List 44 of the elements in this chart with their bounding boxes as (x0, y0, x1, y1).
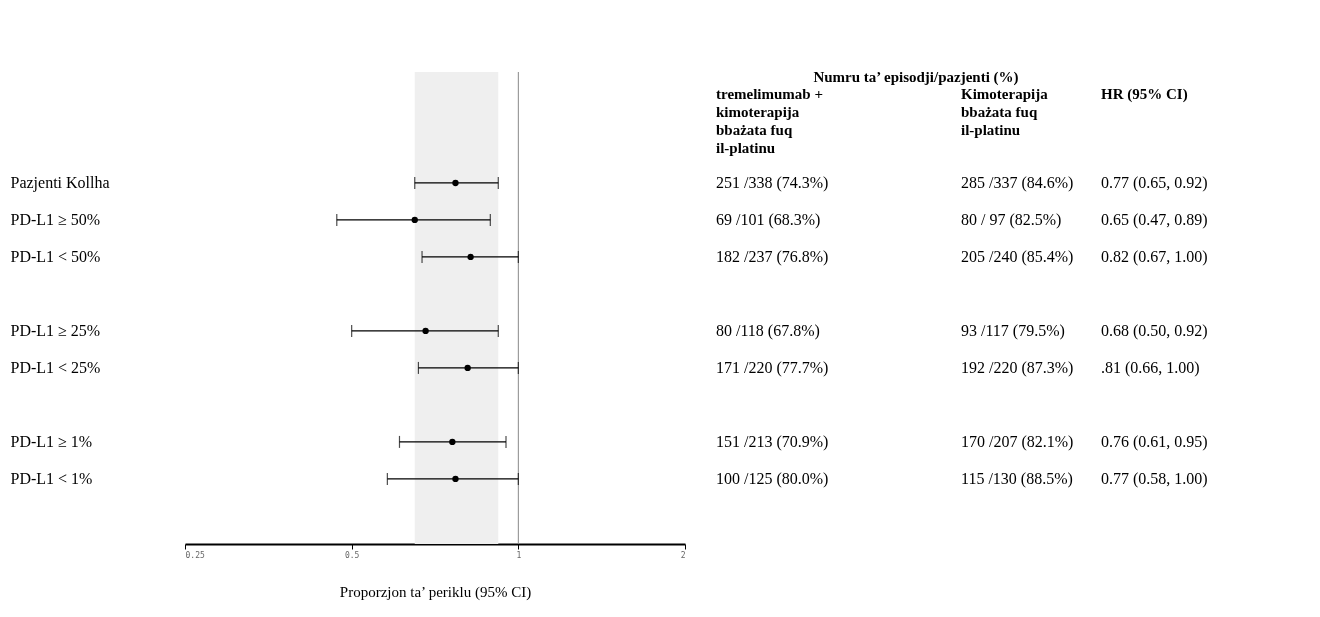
x-axis-title: Proporzjon ta’ periklu (95% CI) (339, 583, 532, 601)
text: 0.77 (0.65, 0.92) (1101, 173, 1208, 192)
text: 0.68 (0.50, 0.92) (1101, 321, 1208, 340)
text: .81 (0.66, 1.00) (1101, 358, 1200, 377)
point (411, 216, 418, 224)
y-tick-label: PD-L1 < 1% (10, 470, 93, 488)
text: 182 /237 (76.8%) (716, 247, 829, 266)
text: Kimoterapija bbażata fuq il-platinu (961, 85, 1049, 138)
text: 205 /240 (85.4%) (961, 247, 1074, 266)
x-tick-label: 1 (516, 550, 522, 560)
y-tick-label: PD-L1 ≥ 50% (10, 211, 101, 229)
text: tremelimumab + kimoterapija bbażata fuq il-platinu (716, 85, 823, 156)
x-tick-label: 0.25 (185, 550, 205, 560)
text: 170 /207 (82.1%) (961, 432, 1074, 451)
text: HR (95% CI) (1101, 85, 1188, 103)
y-tick-label: PD-L1 ≥ 1% (10, 433, 93, 451)
point (422, 327, 429, 335)
x-tick-label: 2 (680, 550, 686, 560)
text: 0.82 (0.67, 1.00) (1101, 247, 1208, 266)
point (452, 179, 459, 187)
text: 115 /130 (88.5%) (961, 469, 1073, 488)
text: 100 /125 (80.0%) (716, 469, 829, 488)
text: 0.76 (0.61, 0.95) (1101, 432, 1208, 451)
text: 69 /101 (68.3%) (716, 210, 821, 229)
point (452, 475, 459, 483)
text: 80 /118 (67.8%) (716, 321, 820, 340)
point (467, 253, 474, 261)
text: 0.77 (0.58, 1.00) (1101, 469, 1208, 488)
y-tick-label: PD-L1 ≥ 25% (10, 322, 101, 340)
text: 151 /213 (70.9%) (716, 432, 829, 451)
point (449, 438, 456, 446)
text: Numru ta’ episodji/pazjenti (%) (813, 69, 1019, 87)
text: 192 /220 (87.3%) (961, 358, 1074, 377)
point (464, 364, 471, 372)
text: 80 / 97 (82.5%) (961, 210, 1062, 229)
x-tick-label: 0.5 (344, 550, 360, 560)
text: 251 /338 (74.3%) (716, 173, 829, 192)
text: 93 /117 (79.5%) (961, 321, 1065, 340)
text: 171 /220 (77.7%) (716, 358, 829, 377)
y-tick-label: Pazjenti Kollha (10, 174, 110, 193)
y-tick-label: PD-L1 < 25% (10, 359, 101, 377)
text: 0.65 (0.47, 0.89) (1101, 210, 1208, 229)
y-tick-label: PD-L1 < 50% (10, 248, 101, 266)
text: 285 /337 (84.6%) (961, 173, 1074, 192)
